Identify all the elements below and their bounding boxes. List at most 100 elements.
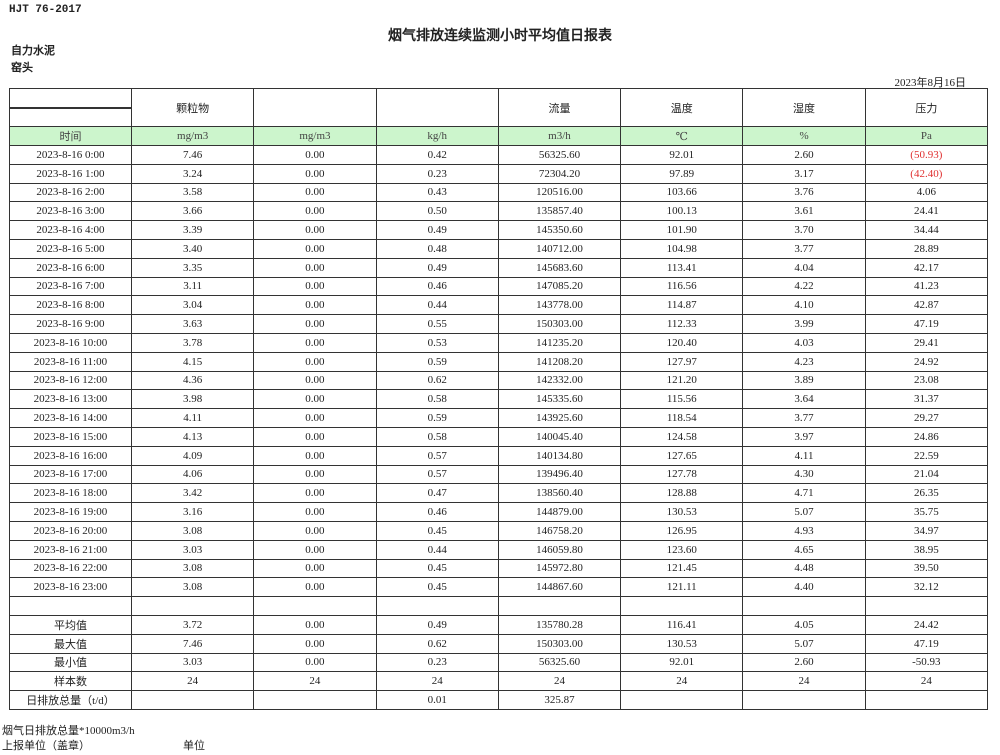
time-cell: 2023-8-16 9:00 [9, 314, 132, 334]
value-cell: 3.04 [130, 295, 255, 316]
summary-cell: 24 [742, 671, 866, 692]
value-cell: 34.44 [864, 220, 989, 240]
column-header: 湿度 [742, 88, 866, 127]
empty-cell [375, 596, 499, 616]
standard-code: HJT 76-2017 [9, 4, 82, 16]
value-cell: 4.93 [742, 520, 866, 541]
value-cell: 0.00 [253, 351, 377, 372]
table-row: 2023-8-16 13:00 3.98 0.00 0.58 145335.60 115.… [9, 389, 989, 410]
table-row: 2023-8-16 6:00 3.35 0.00 0.49 145683.60 113.4… [9, 257, 989, 278]
summary-cell: 24 [130, 671, 255, 692]
value-cell: 101.90 [620, 220, 744, 240]
value-cell: 0.00 [253, 295, 377, 316]
value-cell: 38.95 [864, 539, 989, 560]
value-cell: 3.97 [742, 426, 866, 447]
header-row: 颗粒物 流量 温度 湿度 压力 [9, 88, 989, 127]
table-row: 2023-8-16 17:00 4.06 0.00 0.57 139496.40 127.… [9, 464, 989, 485]
time-cell: 2023-8-16 8:00 [9, 295, 132, 316]
value-cell: 4.23 [742, 351, 866, 372]
time-cell: 2023-8-16 16:00 [9, 445, 132, 466]
summary-cell: 0.01 [375, 690, 499, 710]
value-cell: 0.00 [253, 426, 377, 447]
value-cell: 145335.60 [497, 389, 622, 410]
time-cell: 2023-8-16 10:00 [9, 332, 132, 353]
value-cell: 4.09 [130, 445, 255, 466]
value-cell: 0.00 [253, 332, 377, 353]
time-cell: 2023-8-16 20:00 [9, 520, 132, 541]
summary-cell: 24 [253, 671, 377, 692]
summary-row: 样本数 24 24 24 24 24 24 24 [9, 671, 989, 692]
value-cell: 4.03 [742, 332, 866, 353]
value-cell: 4.40 [742, 577, 866, 598]
value-cell: 3.40 [130, 238, 255, 259]
unit-name: 窑头 [11, 62, 33, 74]
value-cell: 24.92 [864, 351, 989, 372]
unit-cell: m3/h [497, 126, 622, 146]
summary-cell: 4.05 [742, 614, 866, 635]
value-cell: 116.56 [620, 276, 744, 297]
value-cell: 4.36 [130, 370, 255, 391]
time-cell: 2023-8-16 3:00 [9, 201, 132, 222]
time-cell: 2023-8-16 1:00 [9, 163, 132, 184]
report-title: 烟气排放连续监测小时平均值日报表 [388, 29, 612, 44]
value-cell: 24.41 [864, 201, 989, 222]
value-cell: 3.89 [742, 370, 866, 391]
value-cell: 0.58 [375, 426, 499, 447]
value-cell: 0.55 [375, 314, 499, 334]
value-cell: 5.07 [742, 502, 866, 522]
time-cell: 2023-8-16 11:00 [9, 351, 132, 372]
value-cell: 121.20 [620, 370, 744, 391]
value-cell: 4.15 [130, 351, 255, 372]
value-cell: 3.61 [742, 201, 866, 222]
value-cell: 0.00 [253, 483, 377, 504]
value-cell: 34.97 [864, 520, 989, 541]
value-cell: 42.87 [864, 295, 989, 316]
value-cell: 3.16 [130, 502, 255, 522]
value-cell: 3.77 [742, 408, 866, 428]
summary-label: 最大值 [9, 633, 132, 654]
summary-cell: 47.19 [864, 633, 989, 654]
time-cell: 2023-8-16 12:00 [9, 370, 132, 391]
empty-cell [497, 596, 622, 616]
value-cell: 4.71 [742, 483, 866, 504]
value-cell: 141235.20 [497, 332, 622, 353]
summary-cell: 5.07 [742, 633, 866, 654]
value-cell: 0.46 [375, 502, 499, 522]
summary-cell: 130.53 [620, 633, 744, 654]
value-cell: 4.22 [742, 276, 866, 297]
summary-cell: 0.62 [375, 633, 499, 654]
time-cell: 2023-8-16 14:00 [9, 408, 132, 428]
value-cell: 56325.60 [497, 145, 622, 165]
value-cell: 4.06 [864, 182, 989, 203]
summary-cell: 0.00 [253, 652, 377, 673]
unit-cell: Pa [864, 126, 989, 146]
value-cell: (42.40) [864, 163, 989, 184]
table-row: 2023-8-16 23:00 3.08 0.00 0.45 144867.60 121.… [9, 577, 989, 598]
summary-cell: 56325.60 [497, 652, 622, 673]
value-cell: 0.45 [375, 520, 499, 541]
value-cell: 0.57 [375, 464, 499, 485]
value-cell: 3.17 [742, 163, 866, 184]
table-row: 2023-8-16 21:00 3.03 0.00 0.44 146059.80 123.… [9, 539, 989, 560]
value-cell: 143778.00 [497, 295, 622, 316]
value-cell: 0.46 [375, 276, 499, 297]
table-row: 2023-8-16 19:00 3.16 0.00 0.46 144879.00 130.… [9, 502, 989, 522]
summary-cell [130, 690, 255, 710]
value-cell: 127.78 [620, 464, 744, 485]
column-header: 流量 [497, 88, 622, 127]
summary-cell [742, 690, 866, 710]
column-header [375, 88, 499, 127]
value-cell: 3.78 [130, 332, 255, 353]
value-cell: 0.00 [253, 520, 377, 541]
value-cell: 0.00 [253, 445, 377, 466]
column-header: 压力 [864, 88, 989, 127]
value-cell: 3.24 [130, 163, 255, 184]
summary-label: 最小值 [9, 652, 132, 673]
value-cell: 72304.20 [497, 163, 622, 184]
value-cell: 0.00 [253, 558, 377, 579]
value-cell: 3.42 [130, 483, 255, 504]
value-cell: 3.35 [130, 257, 255, 278]
value-cell: 0.59 [375, 408, 499, 428]
time-cell: 2023-8-16 6:00 [9, 257, 132, 278]
value-cell: 39.50 [864, 558, 989, 579]
